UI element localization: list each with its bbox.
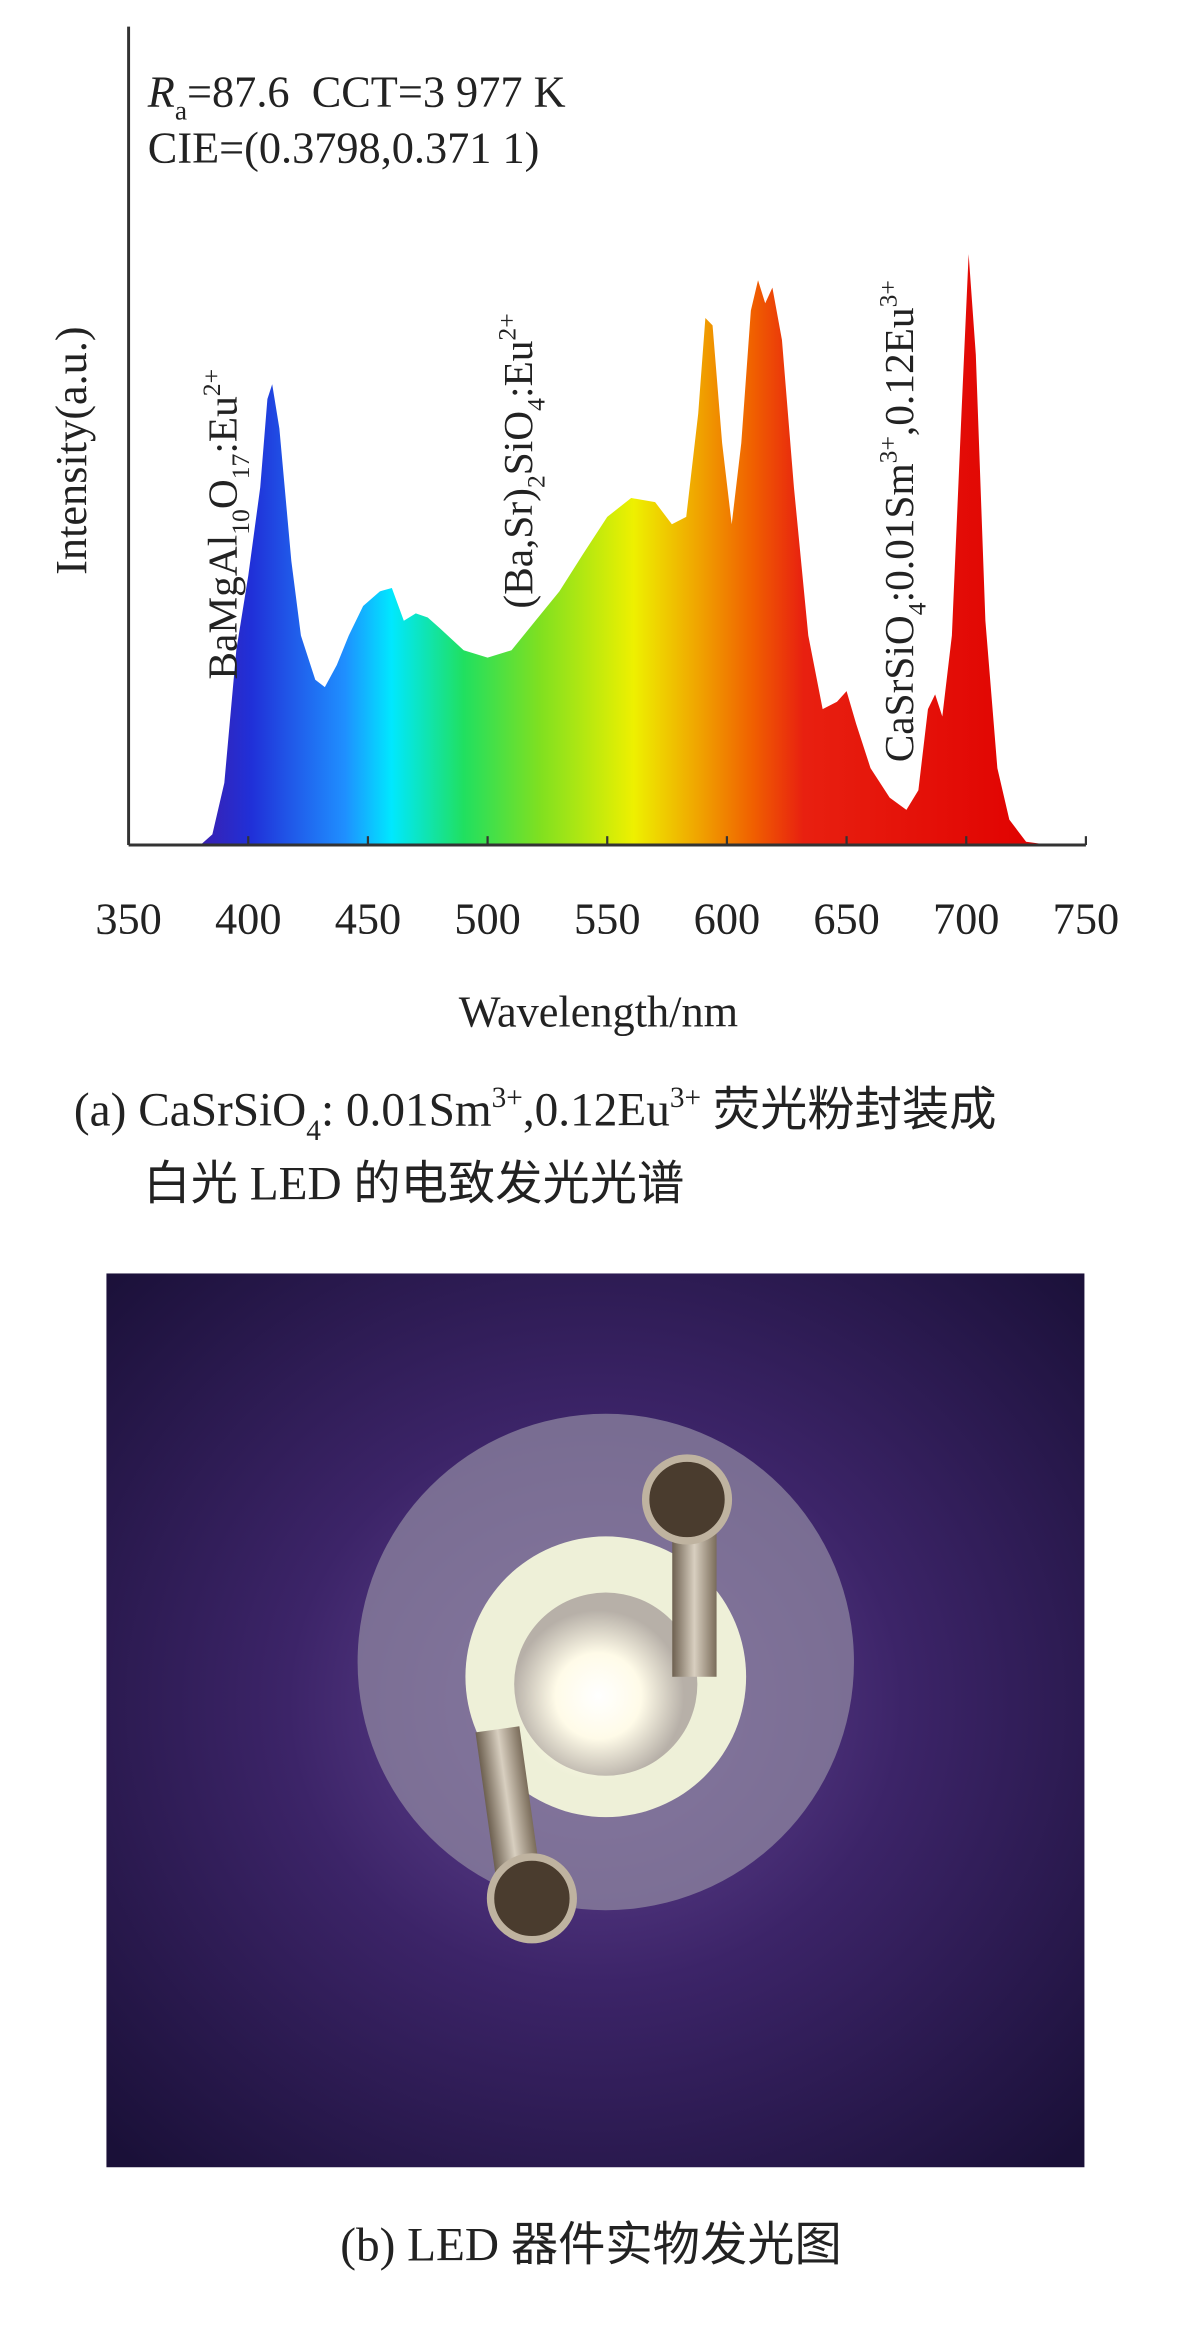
plot-area: 350 400 450 500 550 600 650 700 750 Ra=87.6 CCT=3… <box>95 26 1119 944</box>
x-tick-label: 650 <box>813 895 879 944</box>
text-run: 2+ <box>197 369 226 396</box>
captions: (a) CaSrSiO4: 0.01Sm3+,0.12Eu3+ 荧光粉封装成白光… <box>74 1082 997 2271</box>
text-run: :Eu <box>495 341 541 398</box>
caption: 白光 LED 的电致发光光谱 <box>143 1159 684 1211</box>
x-tick-label: 450 <box>335 895 401 944</box>
text-run: (a) CaSrSiO <box>74 1085 306 1137</box>
x-tick-label: 400 <box>215 895 281 944</box>
text-run: 4 <box>521 398 550 411</box>
text-run: :0.01Sm <box>876 463 922 602</box>
x-tick-label: 550 <box>574 895 640 944</box>
electrode-screw <box>641 1454 733 1545</box>
text-run: 3+ <box>670 1082 701 1114</box>
text-run: SiO <box>495 411 541 475</box>
led-photo <box>106 1273 1085 2168</box>
text-run: 2+ <box>492 313 521 340</box>
text-run: O <box>199 479 245 509</box>
annotation: CaSrSiO4:0.01Sm3+,0.12Eu3+ <box>874 280 932 762</box>
text-run: (b) LED 器件实物发光图 <box>340 2219 841 2271</box>
electrode-screw <box>486 1853 577 1944</box>
text-run: BaMgAl <box>199 535 245 680</box>
text-run: 2 <box>521 475 550 488</box>
text-run: 4 <box>902 602 931 615</box>
text-run: a <box>175 96 187 126</box>
text-run: =87.6 CCT=3 977 K <box>187 67 566 116</box>
x-tick-label: 600 <box>694 895 760 944</box>
text-run: 3+ <box>874 436 903 463</box>
spectrum-area <box>200 254 1051 846</box>
text-run: : 0.01Sm <box>321 1085 492 1137</box>
led-light <box>512 1610 685 1782</box>
text-run: CaSrSiO <box>876 615 922 762</box>
x-tick-label: 350 <box>95 895 161 944</box>
text-run: :Eu <box>199 396 245 453</box>
x-tick-label: 700 <box>933 895 999 944</box>
text-run: 4 <box>306 1115 321 1147</box>
text-run: (Ba,Sr) <box>495 488 542 609</box>
annotation: Ra=87.6 CCT=3 977 K <box>147 67 566 125</box>
annotation: CIE=(0.3798,0.371 1) <box>148 124 540 173</box>
text-run: 白光 LED 的电致发光光谱 <box>143 1159 684 1211</box>
x-tick-label: 750 <box>1053 895 1119 944</box>
caption: (a) CaSrSiO4: 0.01Sm3+,0.12Eu3+ 荧光粉封装成 <box>74 1082 997 1147</box>
x-axis-label: Wavelength/nm <box>459 988 738 1037</box>
text-run: ,0.12Eu <box>523 1085 670 1137</box>
y-axis-label: Intensity(a.u.) <box>47 326 96 574</box>
text-run: R <box>147 67 175 116</box>
annotation: BaMgAl10O17:Eu2+ <box>197 369 255 680</box>
x-tick-label: 500 <box>454 895 520 944</box>
annotation: (Ba,Sr)2SiO4:Eu2+ <box>492 313 550 608</box>
text-run: 3+ <box>492 1082 523 1114</box>
text-run: ,0.12Eu <box>876 307 922 436</box>
text-run: CIE=(0.3798,0.371 1) <box>148 124 540 173</box>
caption: (b) LED 器件实物发光图 <box>340 2219 841 2271</box>
text-run: 17 <box>226 453 255 479</box>
text-run: 3+ <box>874 280 903 307</box>
text-run: 10 <box>226 509 255 535</box>
text-run: 荧光粉封装成 <box>701 1085 996 1137</box>
